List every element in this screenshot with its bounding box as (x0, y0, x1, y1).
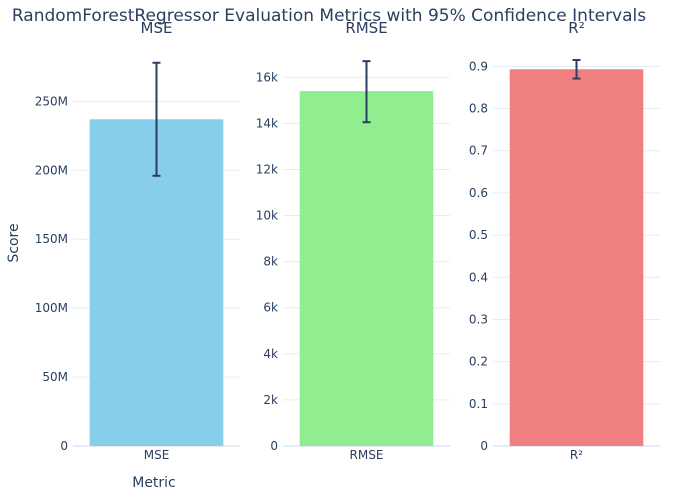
subplot-2: 0 2k 4k 6k 8k 10k 12k 14k 16k RMSE RMSE (256, 19, 450, 462)
y-tick-label: 0.8 (469, 102, 488, 116)
bar-rmse (299, 91, 434, 447)
y-tick-label: 0.4 (469, 270, 488, 284)
y-tick-label: 100M (35, 301, 68, 315)
y-tick-label: 150M (35, 232, 68, 246)
chart-title: RandomForestRegressor Evaluation Metrics… (12, 6, 646, 26)
x-tick-label: R² (570, 448, 583, 462)
subplot-1: 0 50M 100M 150M 200M 250M MSE MSE (35, 19, 240, 462)
subplot-title: MSE (141, 19, 173, 37)
y-tick-label: 8k (263, 255, 278, 269)
y-tick-label: 0.6 (469, 186, 488, 200)
y-tick-label: 0.3 (469, 312, 488, 326)
y-tick-label: 10k (256, 209, 278, 223)
y-tick-label: 6k (263, 301, 278, 315)
y-tick-label: 0.9 (469, 59, 488, 73)
y-tick-label: 0.5 (469, 228, 488, 242)
x-tick-label: RMSE (350, 448, 384, 462)
y-tick-label: 50M (42, 370, 68, 384)
y-tick-label: 250M (35, 94, 68, 108)
y-tick-label: 0.1 (469, 397, 488, 411)
y-tick-label: 4k (263, 347, 278, 361)
x-tick-label: MSE (144, 448, 170, 462)
y-tick-label: 0.7 (469, 144, 488, 158)
y-tick-label: 0 (270, 439, 278, 453)
y-tick-label: 2k (263, 393, 278, 407)
subplot-title: RMSE (345, 19, 387, 37)
subplot-title: R² (568, 19, 584, 37)
x-axis-title: Metric (132, 475, 176, 491)
y-tick-label: 0 (60, 439, 68, 453)
y-axis-title: Score (6, 223, 22, 262)
y-tick-label: 200M (35, 163, 68, 177)
y-tick-label: 16k (256, 70, 278, 84)
subplot-3: 0 0.1 0.2 0.3 0.4 0.5 0.6 0.7 0.8 0.9 R² R² (469, 19, 660, 462)
y-tick-label: 0 (480, 439, 488, 453)
y-tick-label: 14k (256, 116, 278, 130)
bar-r (509, 69, 644, 446)
y-tick-label: 12k (256, 162, 278, 176)
y-tick-label: 0.2 (469, 355, 488, 369)
